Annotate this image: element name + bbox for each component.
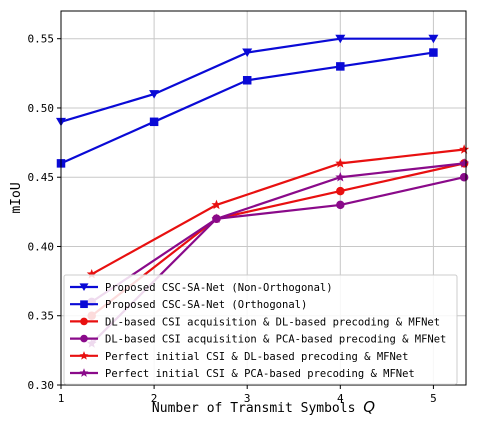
ticks: 1 2 3 4 5 0.30 0.35 0.40 0.45 0.50 0.55 — [28, 33, 437, 405]
data-point — [459, 172, 469, 182]
legend-box — [63, 274, 458, 385]
plot-frame — [60, 10, 467, 386]
data-point — [335, 34, 346, 44]
data-point — [336, 62, 345, 71]
legend-item: Proposed CSC-SA-Net (Non-Orthogonal) — [70, 282, 333, 294]
data-point — [336, 186, 345, 196]
series-line — [91, 162, 465, 317]
data-point — [211, 199, 222, 210]
series-line — [91, 176, 465, 303]
data-point — [79, 351, 89, 360]
y-tick-label: 0.35 — [28, 310, 55, 323]
y-tick-label: 0.45 — [28, 171, 55, 184]
x-tick-label: 2 — [151, 392, 158, 405]
data-point — [79, 368, 89, 377]
series-line — [91, 148, 465, 276]
x-tick-label: 5 — [430, 392, 437, 405]
legend-item: Perfect initial CSI & PCA-based precodin… — [70, 368, 415, 380]
data-point — [242, 48, 253, 58]
data-point — [429, 48, 438, 57]
series-5 — [86, 144, 470, 279]
y-tick-label: 0.50 — [28, 102, 55, 115]
data-point — [428, 34, 439, 44]
data-point — [335, 158, 346, 168]
data-point — [336, 200, 345, 210]
data-point — [86, 268, 97, 279]
legend: Proposed CSC-SA-Net (Non-Orthogonal) Prop… — [63, 274, 458, 385]
data-point — [149, 117, 159, 127]
legend-item: Perfect initial CSI & DL-based precoding… — [70, 351, 408, 363]
data-point — [242, 76, 252, 85]
y-axis-label: mIoU — [9, 182, 24, 213]
legend-label: Perfect initial CSI & PCA-based precodin… — [105, 368, 415, 380]
data-point — [459, 144, 470, 154]
data-point — [80, 317, 88, 326]
x-tick-label: 3 — [244, 392, 251, 405]
x-tick-label: 4 — [337, 392, 344, 405]
data-point — [335, 171, 346, 182]
data-point — [149, 90, 160, 99]
legend-label: Proposed CSC-SA-Net (Non-Orthogonal) — [105, 282, 333, 294]
legend-label: Perfect initial CSI & DL-based precoding… — [105, 351, 408, 363]
legend-item: Proposed CSC-SA-Net (Orthogonal) — [70, 299, 307, 311]
data-point — [211, 213, 222, 224]
legend-item: DL-based CSI acquisition & PCA-based pre… — [70, 334, 446, 346]
legend-label: DL-based CSI acquisition & PCA-based pre… — [105, 334, 446, 346]
data-point — [79, 283, 89, 292]
data-point — [459, 158, 470, 168]
series-1 — [56, 34, 439, 127]
y-tick-label: 0.30 — [28, 379, 55, 392]
x-axis-label-text: Number of Transmit Symbols — [152, 401, 363, 416]
x-tick-label: 1 — [58, 392, 65, 405]
x-axis-label-symbol: Q — [363, 398, 375, 416]
data-point — [80, 334, 88, 343]
data-point — [80, 300, 88, 309]
y-tick-label: 0.55 — [28, 33, 55, 46]
legend-item: DL-based CSI acquisition & DL-based prec… — [70, 316, 440, 328]
legend-label: DL-based CSI acquisition & DL-based prec… — [105, 316, 440, 328]
legend-label: Proposed CSC-SA-Net (Orthogonal) — [105, 299, 307, 311]
y-tick-label: 0.40 — [28, 240, 55, 253]
x-axis-label: Number of Transmit Symbols Q — [152, 398, 375, 416]
